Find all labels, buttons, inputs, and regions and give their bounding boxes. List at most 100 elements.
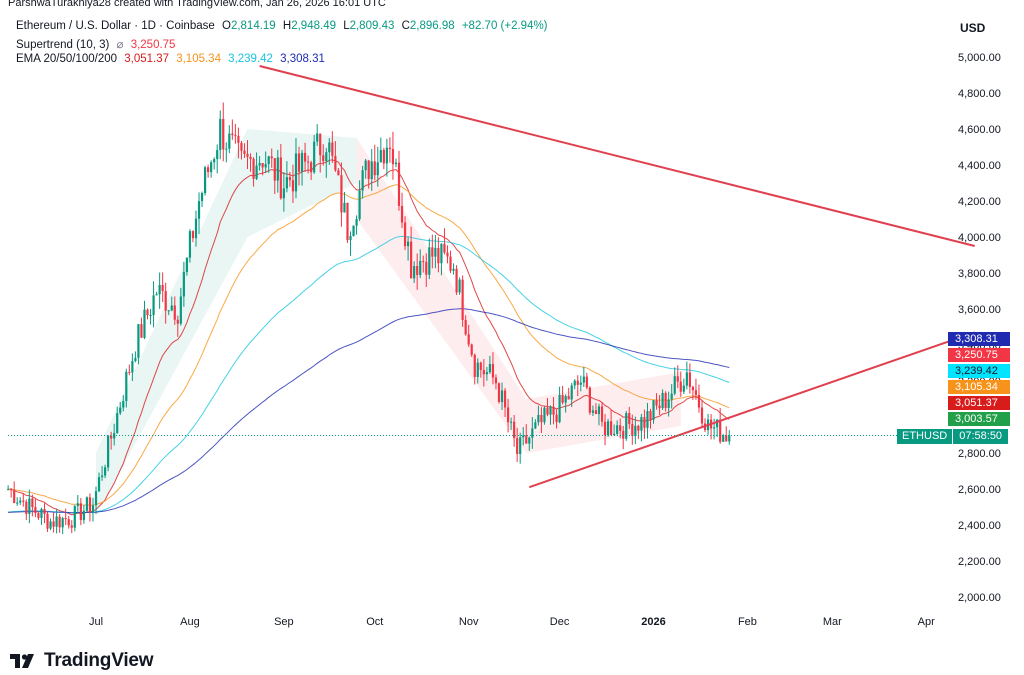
candle-body — [655, 400, 658, 406]
candle-body — [667, 399, 670, 408]
candle-body — [207, 167, 210, 173]
candle-body — [64, 518, 67, 520]
candle-body — [228, 133, 231, 149]
candle-body — [210, 162, 213, 173]
candle-body — [67, 519, 70, 526]
candle-body — [197, 201, 201, 219]
candle-body — [688, 372, 691, 387]
supertrend-up-fill — [96, 129, 357, 516]
ema200-line — [8, 308, 730, 514]
candle-body — [661, 392, 664, 409]
candle-body — [167, 310, 170, 312]
x-tick-label: Sep — [274, 616, 294, 628]
candle-body — [555, 414, 558, 423]
candle-body — [673, 376, 676, 394]
candle-body — [161, 284, 164, 292]
candle-body — [485, 372, 488, 375]
candle-body — [625, 413, 628, 439]
supertrend-separator: ⌀ — [116, 39, 124, 51]
candle-body — [343, 202, 346, 213]
candle-body — [397, 162, 401, 206]
candle-body — [94, 491, 98, 506]
candle-body — [213, 159, 216, 163]
legend-high-value: 2,948.49 — [291, 20, 336, 32]
candle-body — [664, 392, 667, 408]
tradingview-logo-icon — [10, 654, 34, 668]
candle-body — [561, 395, 564, 403]
candle-body — [694, 390, 698, 395]
candle-body — [294, 153, 298, 192]
candle-body — [476, 362, 479, 377]
candle-body — [110, 435, 113, 439]
candle-body — [458, 279, 461, 293]
candle-body — [185, 257, 188, 273]
y-tick-label: 4,200.00 — [958, 196, 1001, 208]
tradingview-logo[interactable]: TradingView — [10, 650, 154, 672]
y-tick-label: 4,800.00 — [958, 88, 1001, 100]
candle-body — [455, 268, 458, 293]
legend-low-value: 2,809.43 — [349, 20, 395, 32]
candle-body — [316, 133, 319, 142]
current-price-tag: ETHUSD 07:58:50 — [897, 429, 1009, 444]
candle-body — [582, 376, 585, 383]
creator-credit: ParshwaTurakhiya28 created with TradingV… — [8, 0, 386, 9]
candle-body — [564, 396, 567, 403]
ema-label: EMA 20/50/100/200 — [16, 53, 118, 65]
candle-body — [16, 502, 19, 504]
candle-body — [346, 202, 349, 241]
candle-body — [543, 407, 546, 423]
candle-body — [394, 162, 398, 165]
supertrend-label: Supertrend (10, 3) — [16, 39, 110, 51]
candle-body — [691, 386, 695, 391]
x-tick-label: Dec — [550, 616, 570, 628]
candle-body — [522, 435, 525, 438]
ema50-line — [8, 184, 730, 506]
y-tick-label: 2,000.00 — [958, 592, 1001, 604]
candle-body — [164, 291, 167, 311]
candle-body — [631, 424, 634, 437]
candle-body — [567, 396, 570, 400]
candle-body — [443, 243, 446, 253]
candle-body — [400, 205, 404, 223]
legend-change: +82.70 (+2.94%) — [461, 20, 548, 32]
price-tag: 3,250.75 — [948, 348, 1010, 362]
candle-body — [337, 170, 340, 176]
candle-body — [713, 427, 716, 429]
candle-body — [267, 156, 270, 165]
candle-body — [549, 406, 552, 415]
candle-body — [482, 369, 485, 375]
candle-body — [367, 160, 370, 180]
legend-ema: EMA 20/50/100/200 3,051.37 3,105.34 3,23… — [16, 53, 329, 65]
candle-body — [340, 175, 343, 213]
candle-body — [461, 279, 464, 320]
candle-body — [634, 425, 637, 437]
candle-body — [425, 261, 428, 275]
candle-body — [437, 247, 440, 264]
candle-body — [579, 382, 582, 385]
candle-body — [13, 490, 16, 504]
candle-body — [252, 158, 255, 179]
candle-body — [413, 266, 416, 279]
candle-body — [288, 177, 292, 181]
candle-countdown: 07:58:50 — [953, 429, 1009, 444]
y-tick-label: 3,800.00 — [958, 268, 1001, 280]
candle-body — [155, 294, 158, 296]
candle-body — [270, 156, 273, 159]
candle-body — [373, 161, 376, 176]
candle-body — [37, 513, 40, 518]
top-bar: ParshwaTurakhiya28 created with TradingV… — [0, 0, 1024, 10]
candle-body — [406, 241, 410, 247]
candle-body — [297, 153, 301, 172]
y-tick-label: 3,600.00 — [958, 304, 1001, 316]
candle-body — [410, 241, 413, 279]
candle-body — [149, 315, 152, 317]
candle-body — [261, 162, 264, 168]
candle-body — [385, 147, 388, 164]
candle-body — [231, 133, 234, 136]
candle-body — [282, 188, 285, 199]
candle-body — [146, 309, 149, 316]
x-tick-label: Nov — [459, 616, 479, 628]
candle-body — [431, 247, 434, 257]
candle-body — [61, 518, 64, 528]
